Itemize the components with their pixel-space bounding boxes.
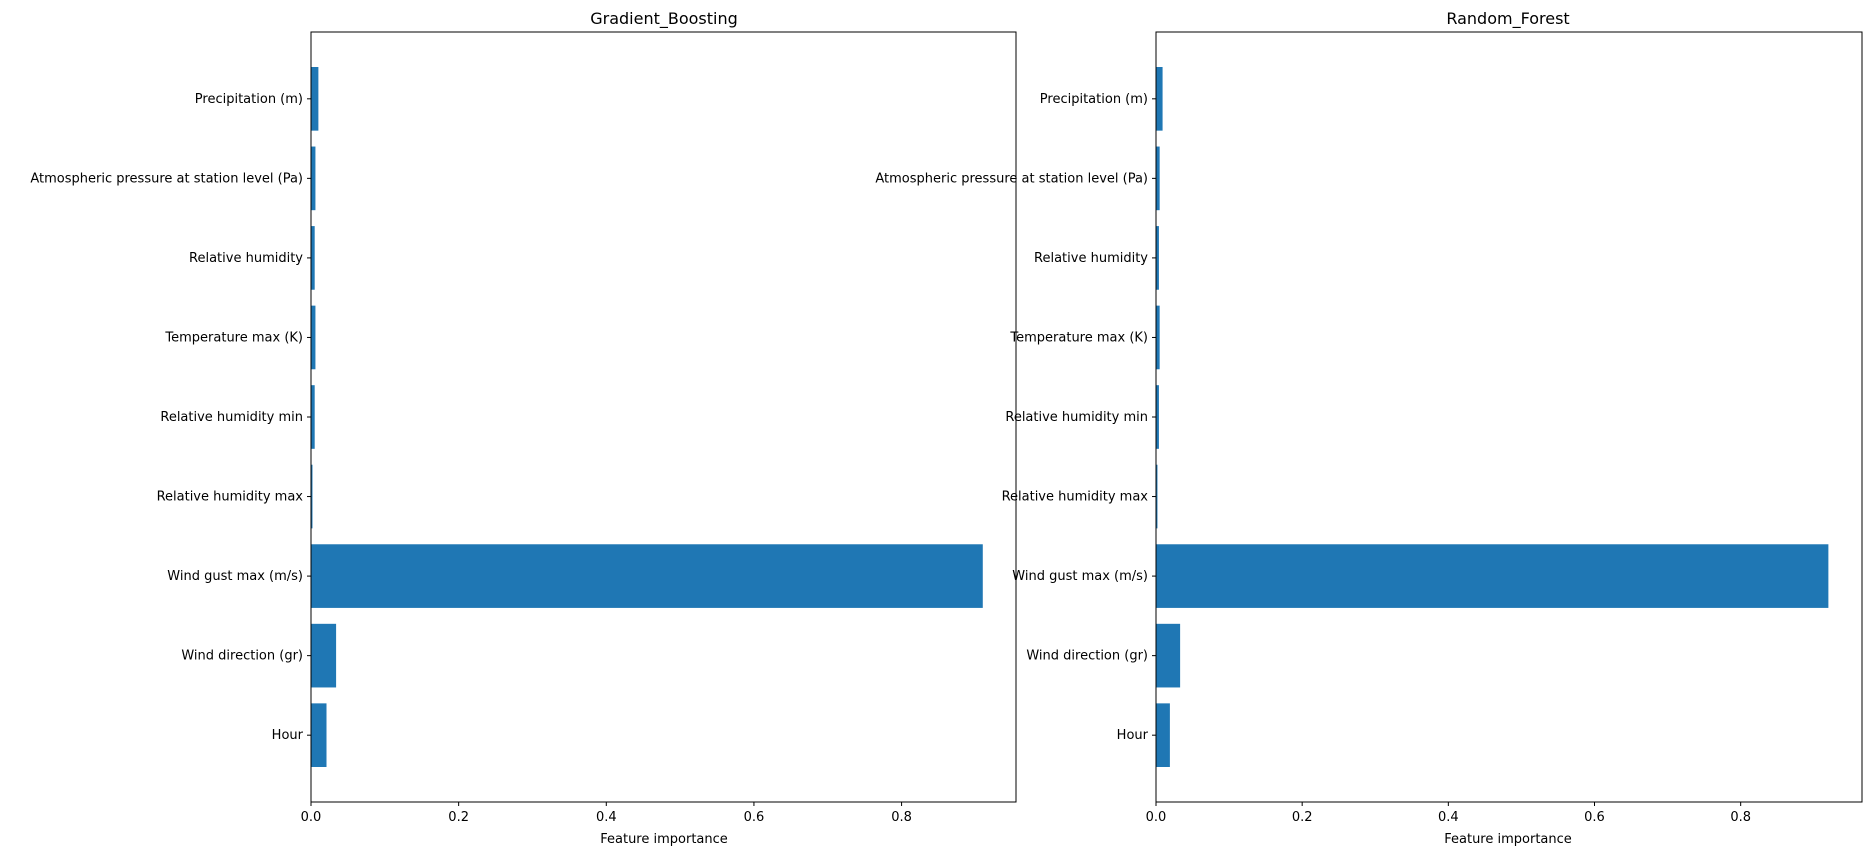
x-tick-label: 0.4: [596, 810, 617, 825]
bar: [311, 464, 313, 529]
x-axis: 0.0 0.2 0.4 0.6 0.8: [301, 802, 912, 825]
y-tick-label: Relative humidity max: [1002, 490, 1149, 505]
bar: [311, 67, 319, 131]
bar: [1156, 703, 1170, 767]
bar: [1156, 385, 1159, 449]
bar: [1156, 544, 1829, 608]
bar: [311, 544, 983, 608]
bars: [1156, 67, 1829, 767]
y-tick-label: Relative humidity min: [160, 410, 303, 425]
x-tick-label: 0.8: [1730, 810, 1751, 825]
y-tick-label: Relative humidity: [1034, 251, 1148, 266]
y-tick-label: Hour: [272, 728, 304, 743]
x-tick-label: 0.2: [1292, 810, 1313, 825]
y-tick-label: Temperature max (K): [164, 330, 303, 345]
y-tick-label: Wind direction (gr): [181, 649, 303, 664]
y-tick-label: Wind direction (gr): [1026, 649, 1148, 664]
y-tick-label: Relative humidity max: [157, 490, 304, 505]
x-tick-label: 0.8: [891, 810, 912, 825]
y-tick-label: Wind gust max (m/s): [167, 569, 303, 584]
bar: [1156, 305, 1160, 370]
chart-title: Random_Forest: [1446, 9, 1569, 29]
bar: [311, 146, 316, 211]
y-tick-label: Hour: [1117, 728, 1149, 743]
bar: [311, 385, 315, 449]
x-tick-label: 0.6: [744, 810, 765, 825]
x-tick-label: 0.2: [448, 810, 469, 825]
bars: [311, 67, 983, 767]
y-tick-label: Atmospheric pressure at station level (P…: [875, 171, 1148, 186]
bar: [1156, 464, 1158, 529]
y-axis: Hour Wind direction (gr) Wind gust max (m/…: [30, 92, 311, 743]
bar: [1156, 67, 1163, 131]
y-tick-label: Atmospheric pressure at station level (P…: [30, 171, 303, 186]
y-tick-label: Relative humidity min: [1005, 410, 1148, 425]
y-tick-label: Temperature max (K): [1009, 330, 1148, 345]
bar: [1156, 623, 1181, 688]
y-tick-label: Precipitation (m): [195, 92, 303, 107]
y-tick-label: Wind gust max (m/s): [1012, 569, 1148, 584]
y-tick-label: Relative humidity: [189, 251, 303, 266]
bar: [311, 623, 337, 688]
bar: [1156, 226, 1159, 290]
x-tick-label: 0.6: [1584, 810, 1605, 825]
x-tick-label: 0.4: [1438, 810, 1459, 825]
x-axis-label: Feature importance: [1444, 832, 1572, 847]
bar: [311, 703, 327, 767]
chart-random-forest: Random_Forest Hour Wind direction (gr) Win…: [875, 9, 1863, 847]
bar: [311, 305, 316, 370]
bar: [1156, 146, 1160, 211]
y-axis: Hour Wind direction (gr) Wind gust max (m/…: [875, 92, 1156, 743]
chart-gradient-boosting: Gradient_Boosting Hour Wind direction (gr…: [30, 9, 1017, 847]
x-tick-label: 0.0: [301, 810, 322, 825]
x-axis: 0.0 0.2 0.4 0.6 0.8: [1146, 802, 1751, 825]
bar: [311, 226, 315, 290]
x-tick-label: 0.0: [1146, 810, 1167, 825]
y-tick-label: Precipitation (m): [1040, 92, 1148, 107]
chart-title: Gradient_Boosting: [590, 9, 738, 29]
x-axis-label: Feature importance: [600, 832, 728, 847]
